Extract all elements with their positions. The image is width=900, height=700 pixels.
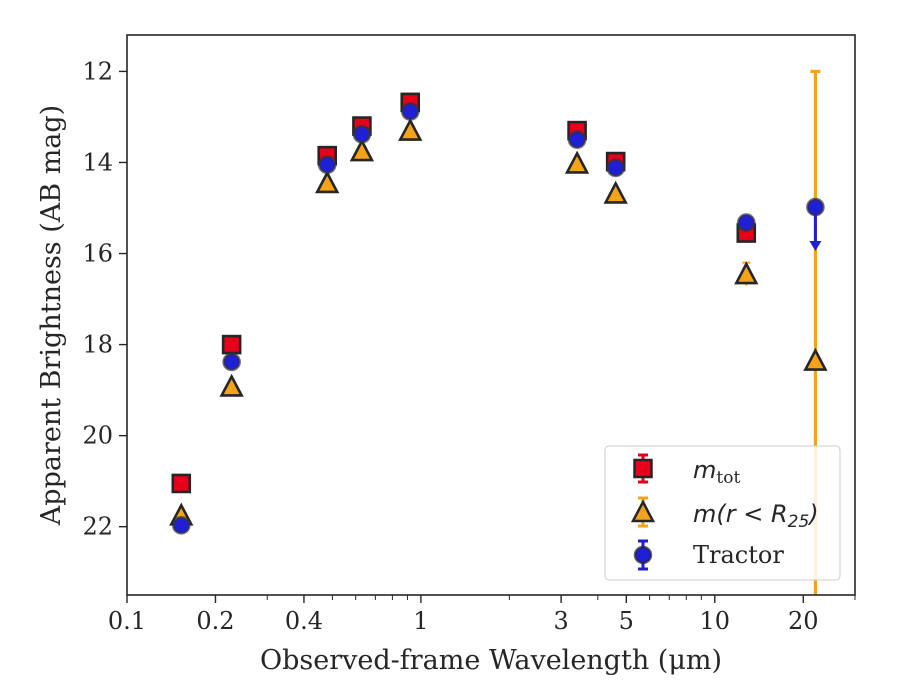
y-tick-label: 18	[82, 331, 113, 359]
x-axis-label: Observed-frame Wavelength (μm)	[260, 645, 722, 676]
data-marks	[169, 69, 828, 595]
y-tick-label: 14	[82, 148, 113, 176]
legend-box	[604, 445, 841, 581]
data-point-m-tot	[221, 334, 242, 355]
legend-circle-marker	[633, 545, 653, 565]
plot-frame	[126, 34, 856, 596]
data-point-tractor	[606, 158, 625, 178]
x-tick-label: 3	[553, 607, 568, 635]
data-point-tractor	[400, 102, 420, 121]
x-tick-label: 1	[413, 607, 428, 635]
y-axis-label: Apparent Brightness (AB mag)	[36, 105, 67, 526]
data-point-m-r25	[349, 138, 375, 162]
data-point-m-r25	[734, 261, 759, 285]
data-point-tractor	[736, 213, 756, 232]
x-tick-label: 0.2	[196, 607, 234, 635]
legend: mtot m(r < R25) Tractor	[604, 445, 841, 581]
legend-item-tractor: Tractor	[633, 539, 784, 571]
upper-limit-arrow-head	[809, 240, 822, 251]
data-point-m-tot	[171, 473, 192, 494]
x-tick-label: 0.1	[108, 607, 146, 635]
x-tick-label: 10	[700, 607, 731, 635]
x-tick-label: 20	[788, 607, 819, 635]
data-point-tractor	[806, 197, 825, 217]
data-point-m-r25	[803, 347, 828, 371]
legend-label-m-r25: m(r < R25)	[693, 500, 819, 532]
y-tick-label: 12	[82, 57, 113, 85]
legend-triangle-marker	[630, 499, 656, 523]
x-tick-label: 5	[619, 607, 634, 635]
data-point-m-r25	[219, 373, 244, 397]
axis-ticks: 0.1 0.2 0.4 1 3 5 10 20 12 14 16 18 20 22	[82, 57, 856, 635]
y-tick-label: 22	[82, 513, 113, 541]
legend-label-tractor: Tractor	[693, 541, 784, 569]
data-point-m-r25	[603, 180, 628, 204]
data-point-m-r25	[315, 170, 340, 194]
data-point-tractor	[171, 516, 191, 535]
legend-item-m-r25: m(r < R25)	[630, 496, 819, 532]
data-point-tractor	[222, 352, 241, 372]
y-tick-label: 16	[82, 240, 113, 268]
legend-label-m-tot: mtot	[693, 456, 740, 488]
legend-item-m-tot: mtot	[633, 453, 740, 488]
data-point-m-r25	[398, 117, 423, 141]
y-tick-label: 20	[82, 422, 113, 450]
data-point-tractor	[352, 124, 372, 144]
data-point-m-r25	[564, 150, 590, 174]
x-tick-label: 0.4	[285, 607, 323, 635]
legend-square-marker	[633, 458, 653, 479]
data-point-tractor	[567, 130, 587, 150]
data-point-tractor	[317, 155, 337, 175]
